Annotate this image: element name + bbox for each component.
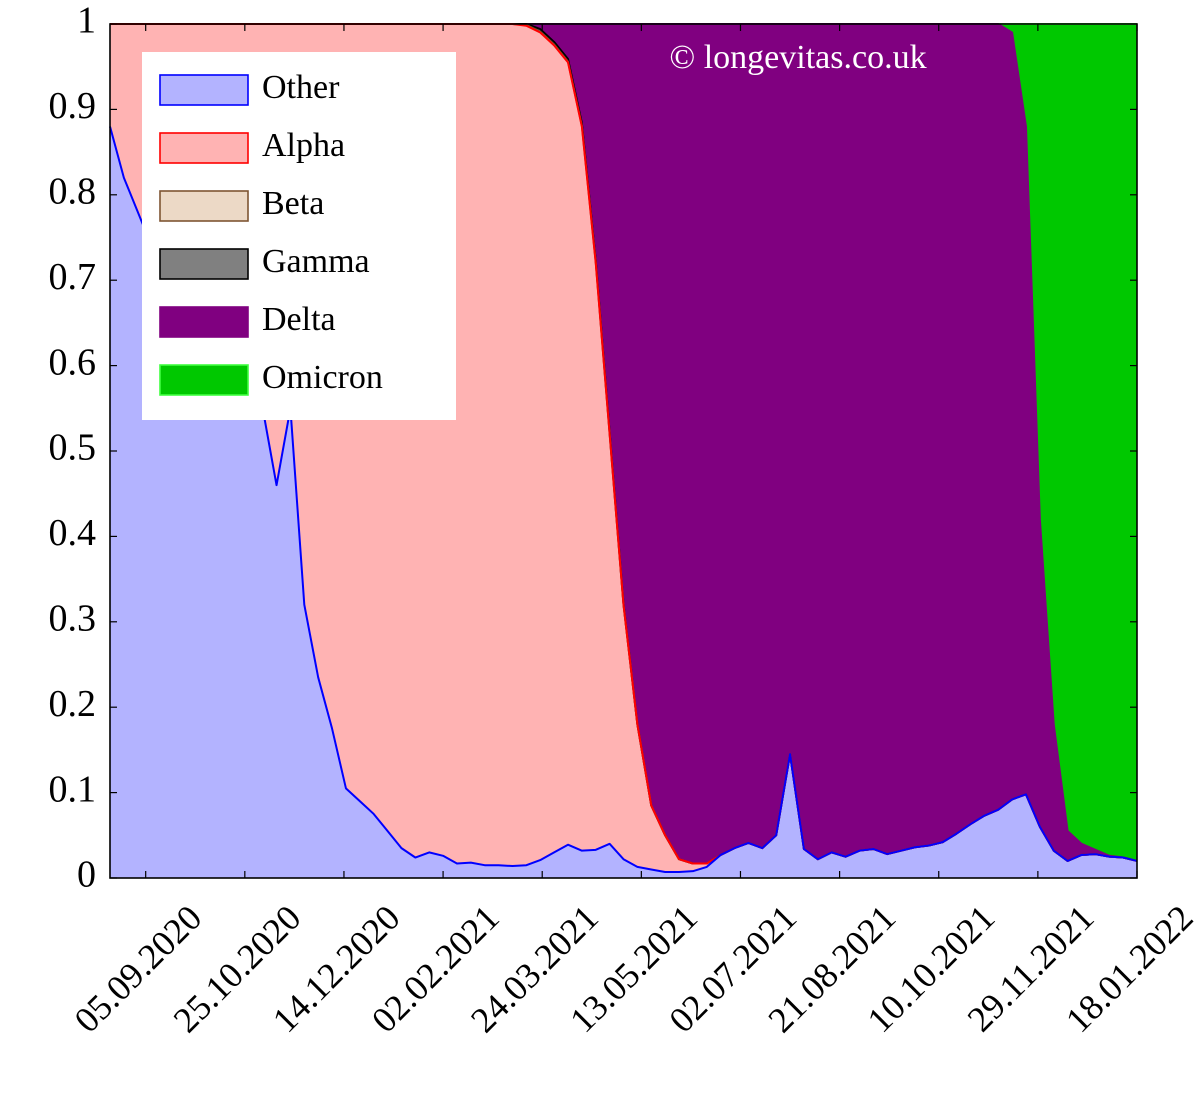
legend-label: Beta <box>262 185 324 222</box>
watermark: © longevitas.co.uk <box>669 39 926 76</box>
plot-frame <box>109 23 1138 879</box>
y-tick-label: 0.9 <box>49 85 97 127</box>
legend-box <box>142 52 456 420</box>
area-edge <box>109 126 1138 874</box>
legend-swatch <box>159 190 249 222</box>
y-tick-label: 0.7 <box>49 256 97 298</box>
legend-label: Gamma <box>262 243 370 280</box>
area <box>110 24 1137 861</box>
y-tick-label: 1 <box>77 0 96 42</box>
y-tick-label: 0.4 <box>49 512 97 554</box>
y-tick-label: 0.3 <box>49 598 97 640</box>
area <box>110 24 1137 864</box>
y-tick-label: 0.5 <box>49 427 97 469</box>
legend-swatch <box>159 74 249 106</box>
y-tick-label: 0.2 <box>49 683 97 725</box>
legend-swatch <box>159 364 249 396</box>
legend: Other Alpha Beta Gamma Delta Omicron <box>142 52 456 420</box>
area <box>110 126 1137 879</box>
y-tick-label: 0.8 <box>49 171 97 213</box>
y-tick-label: 0.6 <box>49 341 97 383</box>
legend-swatch <box>159 306 249 338</box>
legend-label: Alpha <box>262 127 345 164</box>
legend-label: Other <box>262 69 340 106</box>
legend-swatch <box>159 248 249 280</box>
y-tick-label: 0 <box>77 854 96 896</box>
y-tick-label: 0.1 <box>49 768 97 810</box>
legend-swatch <box>159 132 249 164</box>
legend-label: Delta <box>262 301 336 338</box>
legend-label: Omicron <box>262 359 383 396</box>
